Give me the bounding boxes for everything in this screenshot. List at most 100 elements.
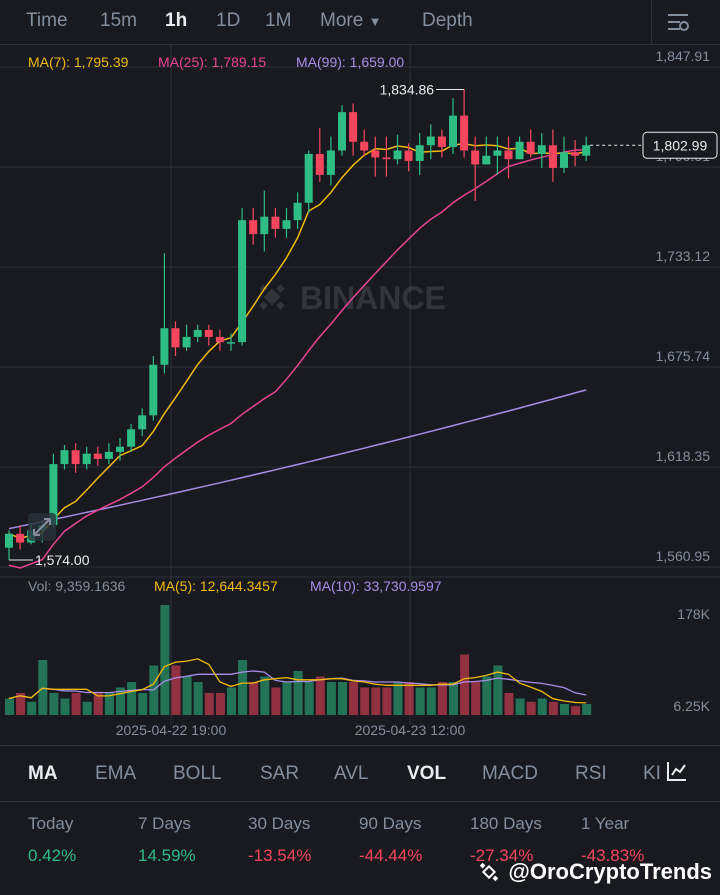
indicator-tab[interactable]: MA (28, 763, 58, 784)
volume-bar (338, 682, 347, 715)
indicator-tab[interactable]: MACD (482, 763, 538, 784)
performance-strip: Today 0.42% 7 Days 14.59% 30 Days -13.54% 90 D… (0, 800, 720, 895)
candle (82, 446, 91, 470)
ma7-legend: MA(7): 1,795.39 (28, 54, 129, 70)
candle (526, 129, 535, 158)
volume-bar (515, 698, 525, 715)
volume-bar (548, 701, 558, 715)
performance-period: 180 Days (470, 814, 542, 833)
toolbar-divider (0, 44, 720, 45)
candle (227, 333, 235, 351)
volume-legend: Vol: 9,359.1636 (28, 578, 126, 594)
tab-1d[interactable]: 1D (216, 10, 241, 31)
low-price-label: 1,574.00 (35, 552, 90, 568)
volume-bar (504, 693, 514, 715)
candle (382, 136, 391, 177)
indicator-tab[interactable]: AVL (334, 763, 369, 784)
candle (116, 437, 124, 461)
tab-15m[interactable]: 15m (100, 10, 137, 31)
performance-item: 90 Days -44.44% (359, 814, 422, 866)
volume-bar (560, 704, 569, 715)
volume-bar (304, 682, 314, 715)
ma99-legend: MA(99): 1,659.00 (296, 54, 404, 70)
price-axis-label: 1,733.12 (656, 248, 711, 264)
performance-period: 90 Days (359, 814, 422, 833)
volume-bar (60, 698, 70, 715)
performance-value: -43.83% (581, 846, 645, 865)
volume-bar (82, 701, 92, 715)
indicator-tab[interactable]: RSI (575, 763, 607, 784)
volume-bar (437, 682, 447, 715)
indicator-tab[interactable]: BOLL (173, 763, 222, 784)
candle (60, 444, 69, 470)
candle (93, 446, 102, 466)
volume-axis-label: 178K (677, 606, 710, 622)
candle (204, 324, 213, 346)
indicator-tab[interactable]: VOL (407, 763, 447, 784)
volume-bar (449, 682, 458, 715)
volume-bar (404, 682, 414, 715)
candle (215, 329, 224, 351)
volume-bar (582, 704, 592, 715)
watermark-text: @OroCryptoTrends (508, 859, 712, 884)
price-axis-label: 1,675.74 (656, 348, 711, 364)
volume-bar (371, 687, 381, 715)
volume-bar (182, 676, 192, 715)
high-price-label: 1,834.86 (380, 81, 435, 97)
candle (537, 133, 546, 168)
price-axis-label: 1,847.91 (656, 48, 711, 64)
time-axis-label: 2025-04-23 12:00 (355, 722, 466, 738)
candle (471, 136, 480, 202)
volume-bar (204, 693, 214, 715)
performance-item: 30 Days -13.54% (248, 814, 311, 866)
candle (260, 190, 269, 252)
chart-settings-icon[interactable] (667, 12, 689, 32)
candle (449, 98, 457, 154)
brand-watermark: BINANCE (259, 280, 446, 316)
volume-bar (171, 665, 181, 715)
volume-bar (326, 682, 336, 715)
volume-bar (49, 693, 59, 715)
indicator-tab[interactable]: EMA (95, 763, 137, 784)
candle (404, 143, 413, 172)
zoom-handle-icon[interactable] (28, 513, 56, 541)
candle (349, 103, 358, 156)
candle (426, 124, 435, 160)
candle (149, 356, 158, 421)
candle (548, 129, 557, 182)
candle (582, 136, 591, 161)
tab-1h[interactable]: 1h (165, 10, 188, 31)
indicator-tab[interactable]: SAR (260, 763, 300, 784)
volume-bar (493, 665, 503, 715)
candle (415, 133, 424, 175)
more-dropdown[interactable]: More ▼ (320, 10, 381, 32)
volume-axis-label: 6.25K (673, 698, 710, 714)
performance-period: 7 Days (138, 814, 191, 833)
indicator-settings-icon[interactable] (666, 760, 688, 782)
candle (504, 136, 513, 179)
volume-bar (160, 605, 170, 715)
vol-ma10-legend: MA(10): 33,730.9597 (310, 578, 442, 594)
timeframe-bar: Time 15m 1h 1D 1M More ▼ Depth (0, 0, 720, 44)
ma25-line (8, 149, 587, 569)
tab-time[interactable]: Time (26, 10, 68, 31)
volume-bar (360, 687, 370, 715)
candlestick-chart[interactable]: MA(7): 1,795.39 MA(25): 1,789.15 MA(99):… (0, 45, 720, 745)
performance-item: 1 Year -43.83% (581, 814, 644, 866)
volume-bar (127, 682, 137, 715)
volume-bar (227, 687, 236, 715)
volume-bar (5, 698, 14, 715)
volume-bar (460, 654, 470, 715)
vol-ma5-line (8, 658, 587, 704)
volume-bar (249, 682, 259, 715)
tab-1m[interactable]: 1M (265, 10, 292, 31)
ma99-line (8, 389, 587, 530)
candle (437, 129, 446, 158)
candle (16, 525, 25, 550)
volume-bar (537, 698, 547, 715)
tab-depth[interactable]: Depth (422, 10, 473, 31)
candle (171, 321, 180, 357)
divider (651, 0, 652, 44)
candle (249, 207, 258, 245)
indicator-tab[interactable]: KI (643, 763, 661, 784)
